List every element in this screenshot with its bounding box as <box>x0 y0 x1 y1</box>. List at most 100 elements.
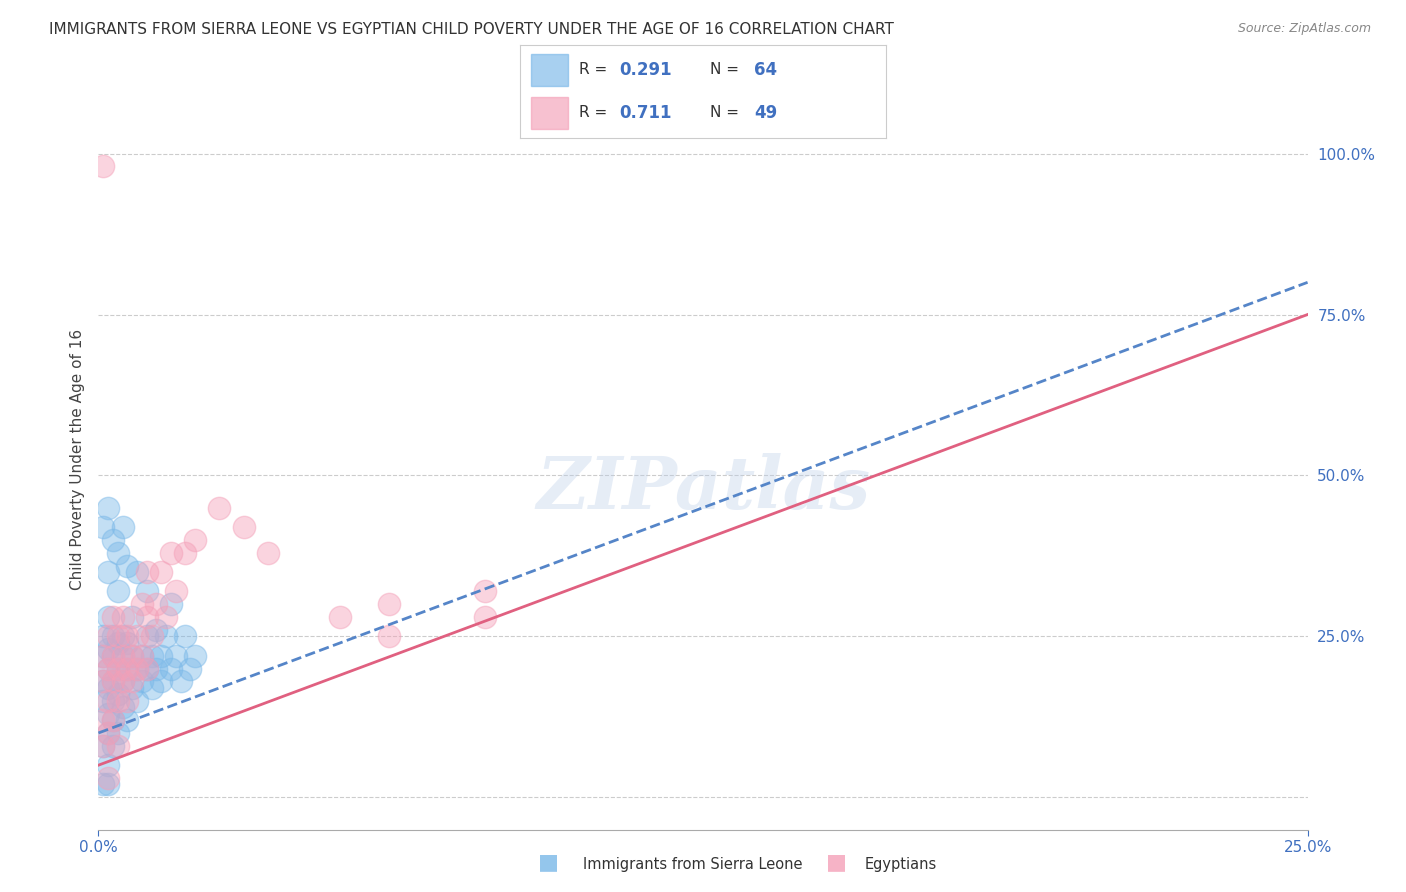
Point <box>155 629 177 643</box>
Text: N =: N = <box>710 105 744 120</box>
Point <box>121 648 143 663</box>
Point <box>135 662 157 676</box>
Point <box>117 662 139 676</box>
Point <box>107 739 129 753</box>
Point <box>135 629 157 643</box>
Point <box>121 648 143 663</box>
Point <box>160 662 183 676</box>
Point <box>131 648 153 663</box>
Point <box>101 739 124 753</box>
Point <box>117 629 139 643</box>
Point <box>91 674 114 689</box>
Text: Immigrants from Sierra Leone: Immigrants from Sierra Leone <box>583 857 803 872</box>
Point <box>127 629 149 643</box>
Point <box>184 533 207 547</box>
Point <box>101 533 124 547</box>
Text: Egyptians: Egyptians <box>865 857 936 872</box>
Point <box>101 713 124 727</box>
Point <box>150 674 173 689</box>
Point <box>91 713 114 727</box>
Point <box>97 565 120 579</box>
Point <box>107 636 129 650</box>
Point <box>91 674 114 689</box>
Point <box>111 520 134 534</box>
Point <box>101 713 124 727</box>
Point <box>91 694 114 708</box>
Point <box>145 597 167 611</box>
Point <box>179 662 201 676</box>
Point <box>160 597 183 611</box>
Point <box>101 648 124 663</box>
Point <box>117 713 139 727</box>
Text: Source: ZipAtlas.com: Source: ZipAtlas.com <box>1237 22 1371 36</box>
Point <box>117 662 139 676</box>
Point <box>107 662 129 676</box>
Point <box>131 597 153 611</box>
Text: R =: R = <box>579 105 612 120</box>
Point <box>135 584 157 599</box>
Point <box>131 648 153 663</box>
Point <box>150 565 173 579</box>
Point <box>165 584 187 599</box>
Point <box>97 694 120 708</box>
Point <box>97 681 120 695</box>
Point <box>97 662 120 676</box>
Point <box>155 610 177 624</box>
Point <box>101 629 124 643</box>
Point <box>474 610 496 624</box>
Point <box>97 777 120 791</box>
Point <box>97 642 120 657</box>
Point <box>97 726 120 740</box>
Point <box>127 662 149 676</box>
Point <box>111 674 134 689</box>
Bar <box>531 54 568 86</box>
Point <box>91 739 114 753</box>
Point <box>127 662 149 676</box>
Point <box>141 629 163 643</box>
Text: ■: ■ <box>538 853 558 872</box>
Point <box>131 674 153 689</box>
Point <box>107 662 129 676</box>
Point <box>174 629 197 643</box>
Point <box>97 610 120 624</box>
Point <box>101 674 124 689</box>
Point <box>141 648 163 663</box>
Point <box>121 610 143 624</box>
Text: 49: 49 <box>754 104 778 122</box>
Point <box>256 546 278 560</box>
Text: 64: 64 <box>754 61 778 78</box>
Point <box>91 777 114 791</box>
Text: ■: ■ <box>827 853 846 872</box>
Point <box>101 674 124 689</box>
Point <box>107 584 129 599</box>
Text: 0.711: 0.711 <box>619 104 672 122</box>
Bar <box>531 97 568 129</box>
Text: ZIPatlas: ZIPatlas <box>536 453 870 524</box>
Point <box>169 674 191 689</box>
Point <box>91 160 114 174</box>
Point <box>232 520 254 534</box>
Point <box>474 584 496 599</box>
Point <box>111 648 134 663</box>
Point <box>117 694 139 708</box>
Point <box>107 694 129 708</box>
Point <box>111 700 134 714</box>
Point <box>111 610 134 624</box>
Point <box>208 500 231 515</box>
Point <box>111 648 134 663</box>
Point <box>91 520 114 534</box>
Point <box>150 648 173 663</box>
Point <box>135 565 157 579</box>
Point <box>160 546 183 560</box>
Point <box>101 694 124 708</box>
Point <box>111 629 134 643</box>
Point <box>135 610 157 624</box>
Point <box>101 610 124 624</box>
Point <box>97 726 120 740</box>
Point <box>135 662 157 676</box>
Point <box>329 610 352 624</box>
Text: N =: N = <box>710 62 744 78</box>
Point <box>145 662 167 676</box>
Point <box>111 674 134 689</box>
Point <box>91 648 114 663</box>
